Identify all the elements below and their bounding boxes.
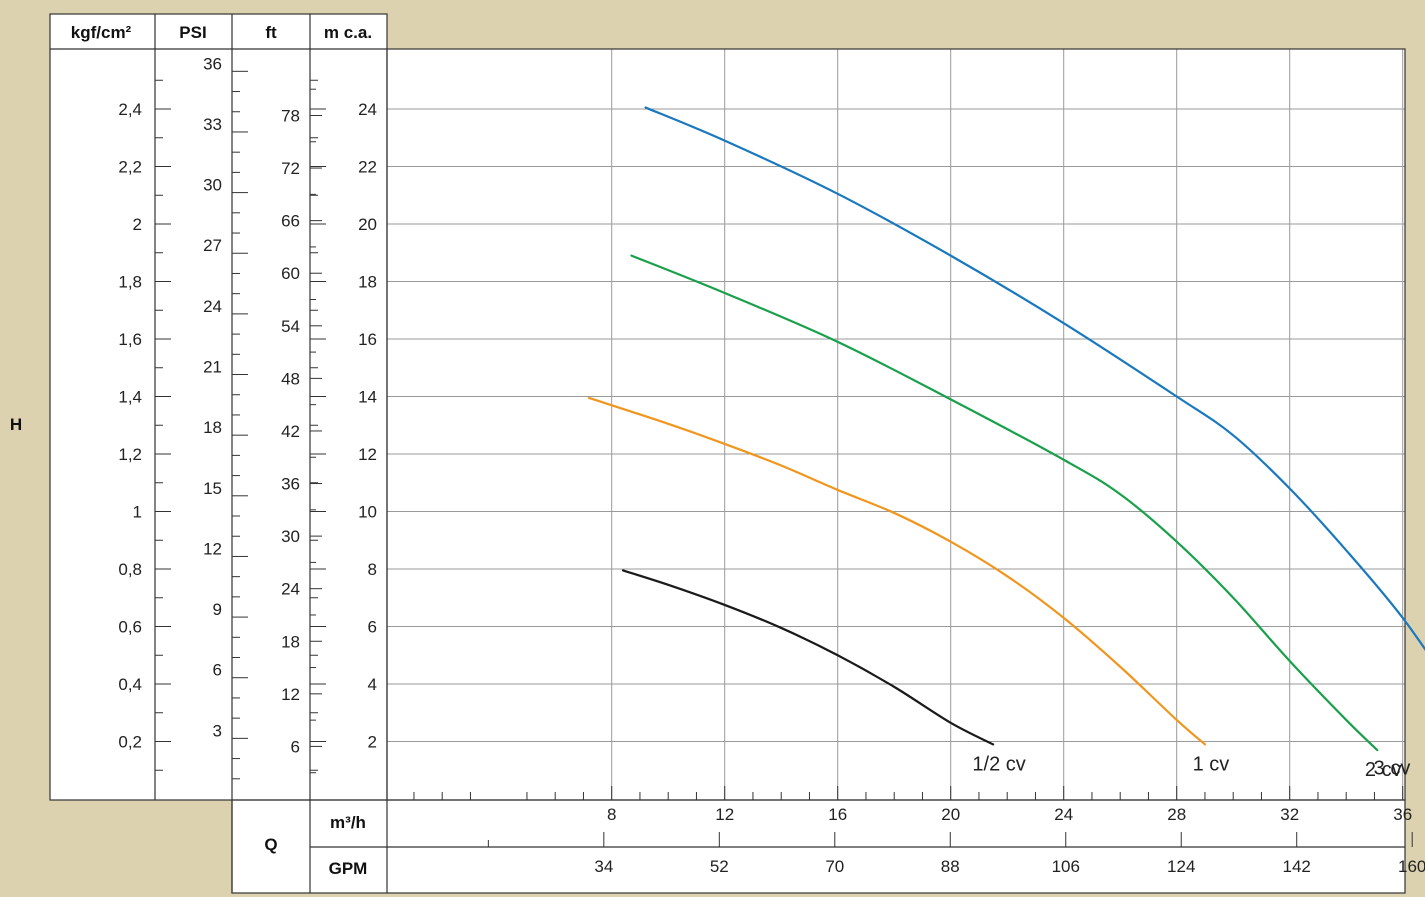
- psi-tick-label: 30: [203, 176, 222, 195]
- m3h-tick-label: 28: [1167, 805, 1186, 824]
- ft-tick-label: 42: [281, 422, 300, 441]
- grid-lines: [387, 49, 1405, 800]
- mca-tick-label: 14: [358, 388, 377, 407]
- gpm-tick-label: 34: [594, 857, 613, 876]
- h-axis-label: H: [10, 415, 22, 434]
- ft-tick-label: 48: [281, 369, 300, 388]
- ft-tick-label: 72: [281, 159, 300, 178]
- kgf-tick-label: 0,4: [118, 675, 142, 694]
- psi-tick-label: 33: [203, 115, 222, 134]
- m3h-tick-label: 24: [1054, 805, 1073, 824]
- kgf-tick-label: 0,2: [118, 733, 142, 752]
- m3h-tick-label: 32: [1280, 805, 1299, 824]
- m3h-tick-label: 20: [941, 805, 960, 824]
- kgf-tick-label: 0,6: [118, 618, 142, 637]
- ft-tick-label: 66: [281, 212, 300, 231]
- curve-1-2-cv: [621, 569, 995, 746]
- psi-tick-label: 36: [203, 54, 222, 73]
- gpm-tick-label: 52: [710, 857, 729, 876]
- plot-area: [387, 49, 1405, 800]
- m3h-tick-label: 36: [1393, 805, 1412, 824]
- mca-tick-label: 20: [358, 215, 377, 234]
- frame-lines: [49, 13, 1406, 894]
- psi-tick-label: 12: [203, 539, 222, 558]
- gpm-tick-label: 160: [1398, 857, 1425, 876]
- curve-3-cv: [644, 106, 1425, 651]
- header-ft: ft: [265, 23, 277, 42]
- m3h-tick-label: 12: [715, 805, 734, 824]
- q-axis-label: Q: [264, 835, 277, 854]
- kgf-tick-label: 1: [133, 503, 142, 522]
- kgf-tick-label: 0,8: [118, 560, 142, 579]
- m3h-tick-label: 8: [607, 805, 616, 824]
- ft-tick-label: 60: [281, 264, 300, 283]
- psi-tick-label: 6: [213, 661, 222, 680]
- gpm-tick-label: 70: [825, 857, 844, 876]
- header-mca: m c.a.: [324, 23, 372, 42]
- kgf-tick-label: 2,4: [118, 100, 142, 119]
- gpm-tick-label: 88: [941, 857, 960, 876]
- ft-tick-label: 30: [281, 527, 300, 546]
- psi-tick-label: 18: [203, 418, 222, 437]
- psi-tick-label: 24: [203, 297, 222, 316]
- m3h-unit-label: m³/h: [330, 813, 366, 832]
- ft-tick-label: 78: [281, 106, 300, 125]
- mca-tick-label: 2: [368, 733, 377, 752]
- psi-tick-label: 21: [203, 358, 222, 377]
- curve-2-cv: [630, 254, 1379, 752]
- gpm-tick-label: 142: [1283, 857, 1311, 876]
- mca-tick-label: 16: [358, 330, 377, 349]
- mca-tick-label: 22: [358, 158, 377, 177]
- kgf-tick-label: 1,8: [118, 273, 142, 292]
- psi-tick-label: 3: [213, 721, 222, 740]
- kgf-tick-label: 2,2: [118, 158, 142, 177]
- mca-tick-label: 8: [368, 560, 377, 579]
- kgf-tick-label: 1,2: [118, 445, 142, 464]
- curve-label-2-cv: 2 cv: [1365, 759, 1402, 781]
- ft-tick-label: 24: [281, 580, 300, 599]
- kgf-tick-label: 1,6: [118, 330, 142, 349]
- y-scale-panel: [50, 14, 387, 800]
- curve-labels: 1/2 cv 1 cv 2 cv3 cv: [972, 753, 1410, 781]
- psi-tick-label: 27: [203, 236, 222, 255]
- mca-tick-label: 18: [358, 273, 377, 292]
- header-kgf: kgf/cm²: [71, 23, 132, 42]
- curve-label-1-cv: 1 cv: [1193, 753, 1230, 775]
- mca-tick-label: 12: [358, 445, 377, 464]
- gpm-tick-label: 106: [1052, 857, 1080, 876]
- curve-1-cv: [588, 396, 1207, 746]
- psi-tick-label: 15: [203, 479, 222, 498]
- curve-label-3-cv: 3 cv: [1374, 758, 1411, 780]
- gpm-unit-label: GPM: [329, 859, 368, 878]
- psi-tick-label: 9: [213, 600, 222, 619]
- mca-tick-label: 6: [368, 618, 377, 637]
- kgf-tick-label: 2: [133, 215, 142, 234]
- ft-tick-label: 54: [281, 317, 300, 336]
- header-psi: PSI: [179, 23, 206, 42]
- gpm-tick-label: 124: [1167, 857, 1195, 876]
- ft-tick-label: 36: [281, 475, 300, 494]
- ft-tick-label: 18: [281, 632, 300, 651]
- kgf-tick-label: 1,4: [118, 388, 142, 407]
- mca-tick-label: 4: [368, 675, 377, 694]
- ft-tick-label: 12: [281, 685, 300, 704]
- ft-tick-label: 6: [291, 737, 300, 756]
- pump-curves: [588, 106, 1425, 752]
- mca-tick-label: 24: [358, 100, 377, 119]
- mca-tick-label: 10: [358, 503, 377, 522]
- m3h-tick-label: 16: [828, 805, 847, 824]
- curve-label-1-2-cv: 1/2 cv: [972, 753, 1025, 775]
- axis-ticks: [155, 70, 1413, 847]
